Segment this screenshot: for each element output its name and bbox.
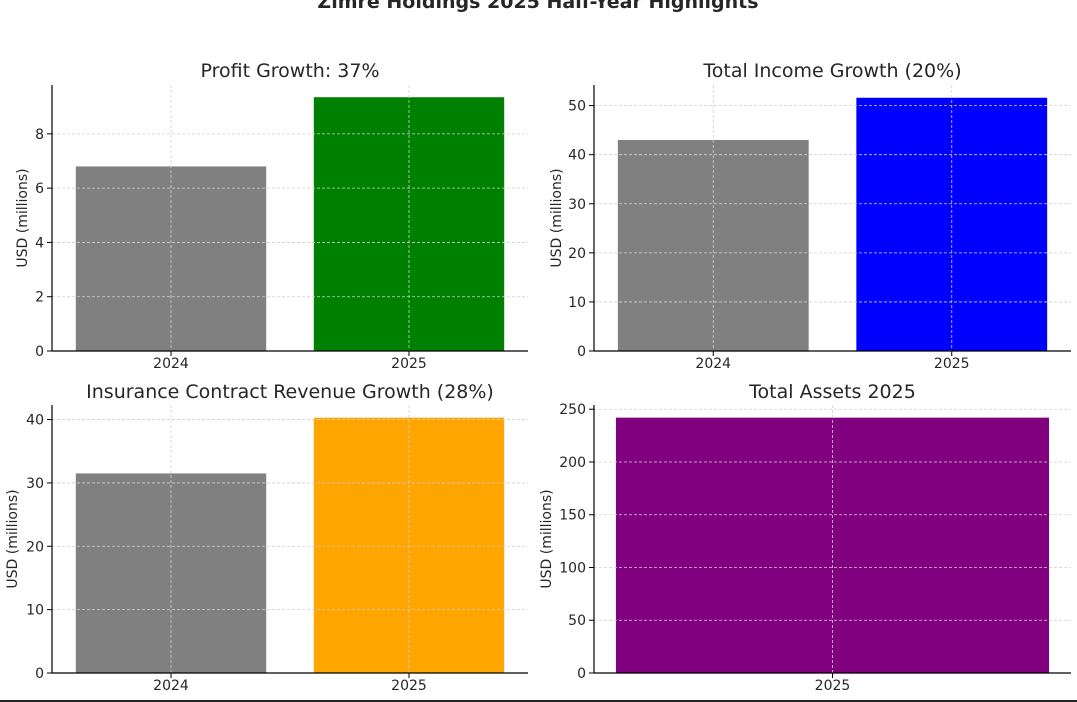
bar-2025 bbox=[856, 97, 1048, 351]
bottom-border bbox=[0, 700, 1077, 702]
y-tick-label: 10 bbox=[26, 603, 44, 619]
chart-title: Total Income Growth (20%) bbox=[702, 60, 961, 82]
y-tick-label: 150 bbox=[559, 508, 586, 524]
y-tick-label: 6 bbox=[35, 181, 44, 197]
y-tick-label: 20 bbox=[568, 246, 586, 262]
y-axis-label: USD (millions) bbox=[15, 168, 31, 267]
chart-panel-3: 0 10 20 30 40 2024 2025 Insurance Contract Reve… bbox=[5, 381, 528, 694]
x-tick-label: 2025 bbox=[934, 356, 970, 372]
y-tick-label: 50 bbox=[568, 99, 586, 115]
x-tick-label: 2024 bbox=[153, 356, 189, 372]
chart-title: Profit Growth: 37% bbox=[200, 60, 379, 82]
chart-panel-4: 0 50 100 150 200 250 2025 Total Assets 2025 USD … bbox=[539, 381, 1071, 694]
y-tick-label: 100 bbox=[559, 560, 586, 576]
y-tick-label: 40 bbox=[568, 148, 586, 164]
y-tick-label: 0 bbox=[577, 666, 586, 682]
y-tick-label: 40 bbox=[26, 413, 44, 429]
y-tick-label: 4 bbox=[35, 235, 44, 251]
y-tick-label: 8 bbox=[35, 127, 44, 143]
y-tick-label: 30 bbox=[568, 197, 586, 213]
x-tick-label: 2025 bbox=[391, 678, 427, 694]
y-tick-label: 10 bbox=[568, 295, 586, 311]
chart-panel-2: 0 10 20 30 40 50 2024 2025 Total Income Growth (… bbox=[549, 60, 1071, 372]
y-tick-label: 20 bbox=[26, 539, 44, 555]
y-axis-label: USD (millions) bbox=[549, 168, 565, 267]
chart-title: Total Assets 2025 bbox=[748, 381, 916, 403]
bar-2025 bbox=[313, 97, 505, 351]
y-tick-label: 30 bbox=[26, 476, 44, 492]
y-axis-label: USD (millions) bbox=[5, 489, 21, 588]
figure-title: Zimre Holdings 2025 Half-Year Highlights bbox=[317, 0, 758, 13]
y-tick-label: 250 bbox=[559, 402, 586, 418]
x-tick-label: 2024 bbox=[153, 678, 189, 694]
y-tick-label: 200 bbox=[559, 455, 586, 471]
bar-2024 bbox=[75, 166, 267, 351]
y-tick-label: 2 bbox=[35, 290, 44, 306]
x-tick-label: 2025 bbox=[391, 356, 427, 372]
y-tick-label: 0 bbox=[35, 666, 44, 682]
chart-title: Insurance Contract Revenue Growth (28%) bbox=[86, 381, 494, 403]
x-tick-label: 2024 bbox=[695, 356, 731, 372]
chart-panel-1: 0 2 4 6 8 2024 2025 Profit Growth: 37% USD (mill… bbox=[15, 60, 528, 372]
bar-2024 bbox=[75, 473, 267, 673]
y-tick-label: 0 bbox=[35, 344, 44, 360]
y-axis-label: USD (millions) bbox=[539, 489, 555, 588]
y-tick-label: 0 bbox=[577, 344, 586, 360]
x-tick-label: 2025 bbox=[815, 678, 851, 694]
y-tick-label: 50 bbox=[568, 613, 586, 629]
